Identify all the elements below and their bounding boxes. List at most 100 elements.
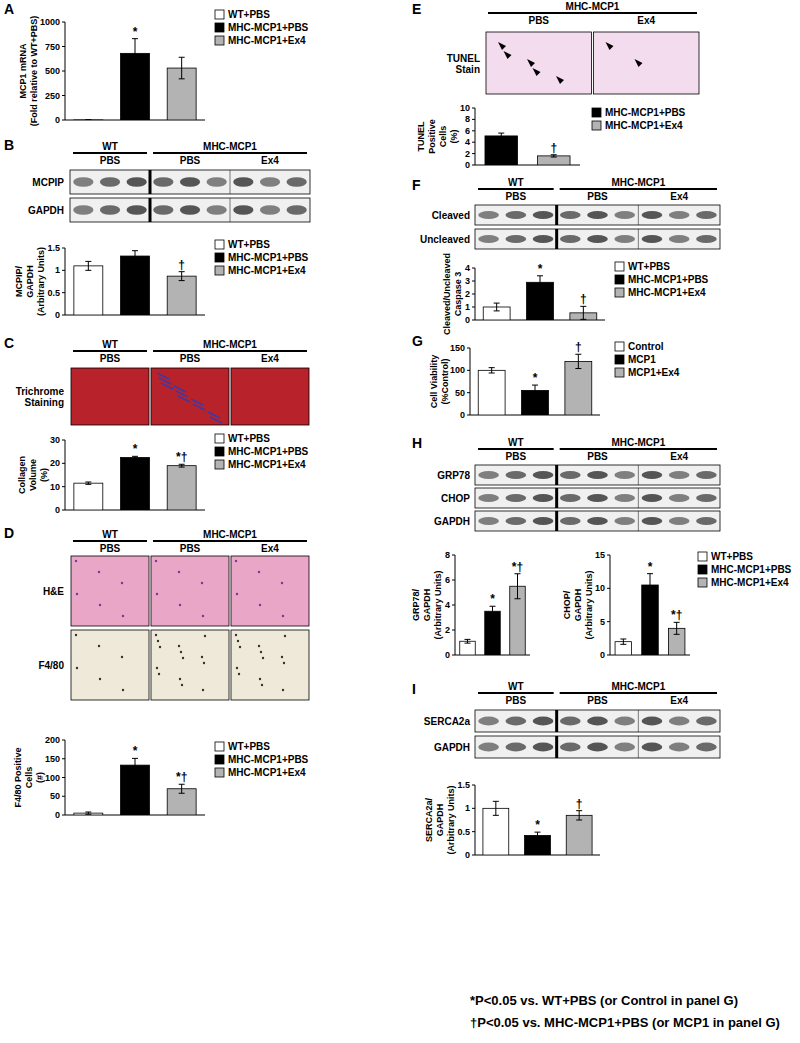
micrograph [231,368,309,425]
group-line [153,540,307,542]
cell [262,657,264,659]
error-cap [493,815,499,816]
blot-band [533,211,554,219]
error-bar [620,639,626,644]
error-bar [179,272,185,281]
y-tick-label: 8 [465,114,470,124]
y-label: GAPDH [422,589,432,622]
sub-label: Ex4 [261,353,279,364]
legend-swatch [215,434,224,443]
error-bar [493,801,499,815]
legend-label: MHC-MCP1+Ex4 [228,265,306,276]
blot-band [478,517,499,525]
blot-band [505,494,526,502]
marks [74,758,196,815]
y-tick-label: 30 [50,435,60,445]
y-tick [472,294,475,295]
cell [99,678,101,680]
group-line [73,152,147,154]
row-label: H&E [43,586,64,597]
error-cap [498,138,504,139]
y-tick-label: 0 [55,310,60,320]
y-label: (Arbitrary Units) [584,570,594,639]
chart: 02505007501000MCP1 mRNA(Fold relative to… [18,9,309,126]
blot-band [669,211,690,219]
blot-divider [555,511,558,531]
y-tick-label: 250 [45,91,60,101]
blot-band [478,235,499,243]
annotation: † [580,292,587,306]
panel-letter: E [412,1,421,17]
panel-letter: I [412,681,416,697]
chart: 050100150Cell Viability(%Control)*†Contr… [429,340,680,420]
y-label: TUNEL [416,121,426,151]
legend-label: MHC-MCP1+PBS [628,274,709,285]
blot-band [287,205,307,215]
legend-label: MHC-MCP1+Ex4 [228,767,306,778]
y-tick-label: 10 [595,583,605,593]
y-tick-label: 1 [55,265,60,275]
group-line [478,448,554,450]
y-tick [62,315,65,316]
group-line [488,12,697,14]
y-axis [475,108,476,165]
cell [260,651,262,653]
blot-band [587,211,608,219]
annotation: *† [671,608,682,622]
legend-label: MHC-MCP1+PBS [228,22,309,33]
legend-label: MHC-MCP1+Ex4 [605,120,683,131]
error-bar [132,456,138,458]
blot-divider [638,205,639,225]
annotation: * [133,744,138,758]
error-cap [179,78,185,79]
legend-label: WT+PBS [228,433,270,444]
bar [525,835,551,855]
blot-divider [638,736,639,758]
blot-band [73,177,93,187]
arrowhead [533,68,541,76]
cell [201,582,203,584]
error-cap [494,303,500,304]
y-tick-label: 2 [445,625,450,635]
blot-band [642,211,663,219]
blot-band [260,177,280,187]
y-tick [472,855,475,856]
error-cap [674,634,680,635]
annotation: * [535,818,540,832]
error-cap [179,280,185,281]
micrograph [151,556,229,626]
panel-letter: A [4,1,14,17]
sub-label: Ex4 [261,155,279,166]
fiber [161,383,173,389]
error-cap [580,319,586,320]
error-cap [515,598,521,599]
cell [235,560,237,562]
y-tick-label: 0 [55,810,60,820]
y-tick [62,463,65,464]
y-tick-label: 10 [50,482,60,492]
row-label: Uncleaved [420,234,470,245]
blot-band [533,494,554,502]
group-line [560,448,717,450]
y-tick-label: 8 [445,550,450,560]
error-bar [647,574,653,597]
cell [235,634,237,636]
y-tick-label: 50 [50,791,60,801]
panel-letter: C [4,335,14,351]
blot-divider [555,205,558,225]
blot-band [127,177,147,187]
group-line [478,188,554,190]
y-label: (Arbitrary Units) [446,785,456,854]
blot-strip [475,229,720,249]
blot-strip [70,198,310,222]
y-tick [62,120,65,121]
error-bar [580,306,586,319]
chart: 0102030CollagenVolume(%)**†WT+PBSMHC-MCP… [17,433,309,515]
fiber [174,386,186,392]
error-bar [674,622,680,634]
legend-label: MHC-MCP1+PBS [711,564,792,575]
bar [121,256,150,315]
error-cap [132,261,138,262]
y-tick-label: 50 [455,388,465,398]
blot-divider [149,170,152,194]
